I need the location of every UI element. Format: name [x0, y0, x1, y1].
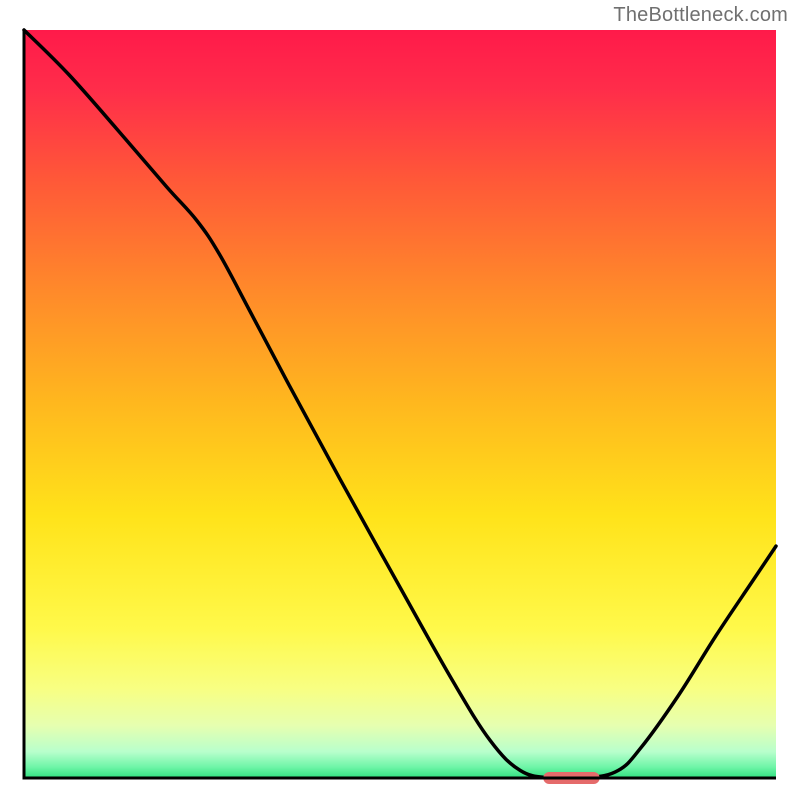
plot-background: [24, 30, 776, 778]
chart-container: TheBottleneck.com: [0, 0, 800, 800]
bottleneck-chart: [0, 0, 800, 800]
watermark-text: TheBottleneck.com: [613, 4, 788, 27]
